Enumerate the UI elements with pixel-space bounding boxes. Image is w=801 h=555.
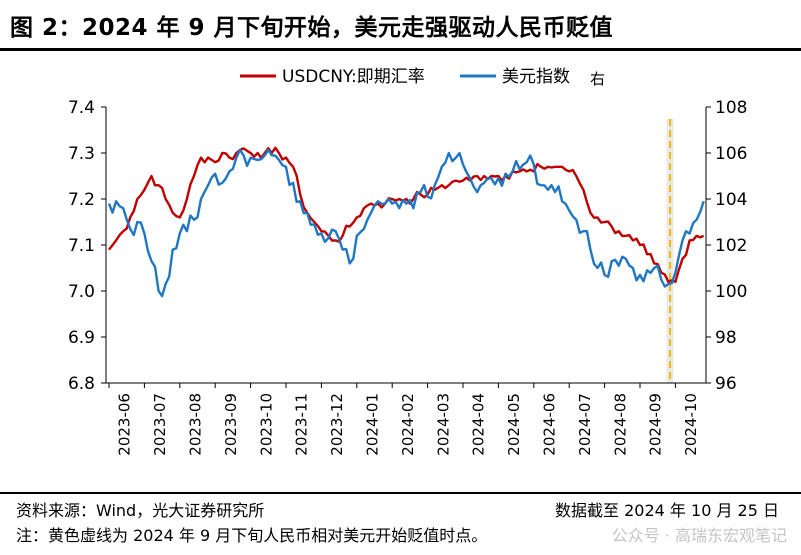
x-tick-label: 2024-05 <box>505 393 523 456</box>
y-left-tick-label: 7.4 <box>68 98 95 118</box>
x-tick-label: 2023-09 <box>222 393 240 456</box>
footer-rule <box>0 492 801 494</box>
x-tick-label: 2023-08 <box>187 393 205 456</box>
y-right-tick-label: 96 <box>715 374 737 394</box>
source-note: 资料来源：Wind，光大证券研究所 <box>16 501 265 520</box>
y-left-tick-label: 7.1 <box>68 236 95 256</box>
title-rule <box>0 48 801 51</box>
x-tick-label: 2024-09 <box>647 393 665 456</box>
x-tick-label: 2024-03 <box>434 393 452 456</box>
x-tick-label: 2024-04 <box>470 393 488 456</box>
y-right-tick-label: 102 <box>715 236 747 256</box>
watermark: 公众号 · 高瑞东宏观笔记 <box>611 526 787 545</box>
legend-label: 美元指数 <box>502 67 570 87</box>
x-tick-label: 2023-12 <box>328 393 346 456</box>
series-line-dxy <box>107 148 705 298</box>
x-tick-label: 2024-10 <box>682 393 700 456</box>
x-tick-label: 2024-02 <box>399 393 417 456</box>
y-left-tick-label: 7.2 <box>68 190 95 210</box>
as-of-date: 数据截至 2024 年 10 月 25 日 <box>555 501 779 520</box>
y-left-tick-label: 6.8 <box>68 374 95 394</box>
y-right-tick-label: 104 <box>715 190 747 210</box>
series-line-usdcny <box>108 146 705 283</box>
x-tick-label: 2023-06 <box>116 393 134 456</box>
x-tick-label: 2023-07 <box>151 393 169 456</box>
legend-right-axis-suffix: 右 <box>590 70 605 88</box>
x-tick-label: 2024-07 <box>576 393 594 456</box>
y-left-tick-label: 7.0 <box>68 282 95 302</box>
x-tick-label: 2023-11 <box>293 393 311 456</box>
y-left-tick-label: 6.9 <box>68 328 95 348</box>
x-tick-label: 2024-01 <box>364 393 382 456</box>
x-tick-label: 2024-08 <box>611 393 629 456</box>
y-left-tick-label: 7.3 <box>68 144 95 164</box>
y-right-tick-label: 100 <box>715 282 747 302</box>
legend-label: USDCNY:即期汇率 <box>282 67 425 87</box>
footnote: 注：黄色虚线为 2024 年 9 月下旬人民币相对美元开始贬值时点。 <box>16 526 488 545</box>
chart-title: 图 2：2024 年 9 月下旬开始，美元走强驱动人民币贬值 <box>10 15 614 41</box>
y-right-tick-label: 108 <box>715 98 747 118</box>
y-right-tick-label: 98 <box>715 328 737 348</box>
x-tick-label: 2024-06 <box>541 393 559 456</box>
x-tick-label: 2023-10 <box>257 393 275 456</box>
y-right-tick-label: 106 <box>715 144 747 164</box>
